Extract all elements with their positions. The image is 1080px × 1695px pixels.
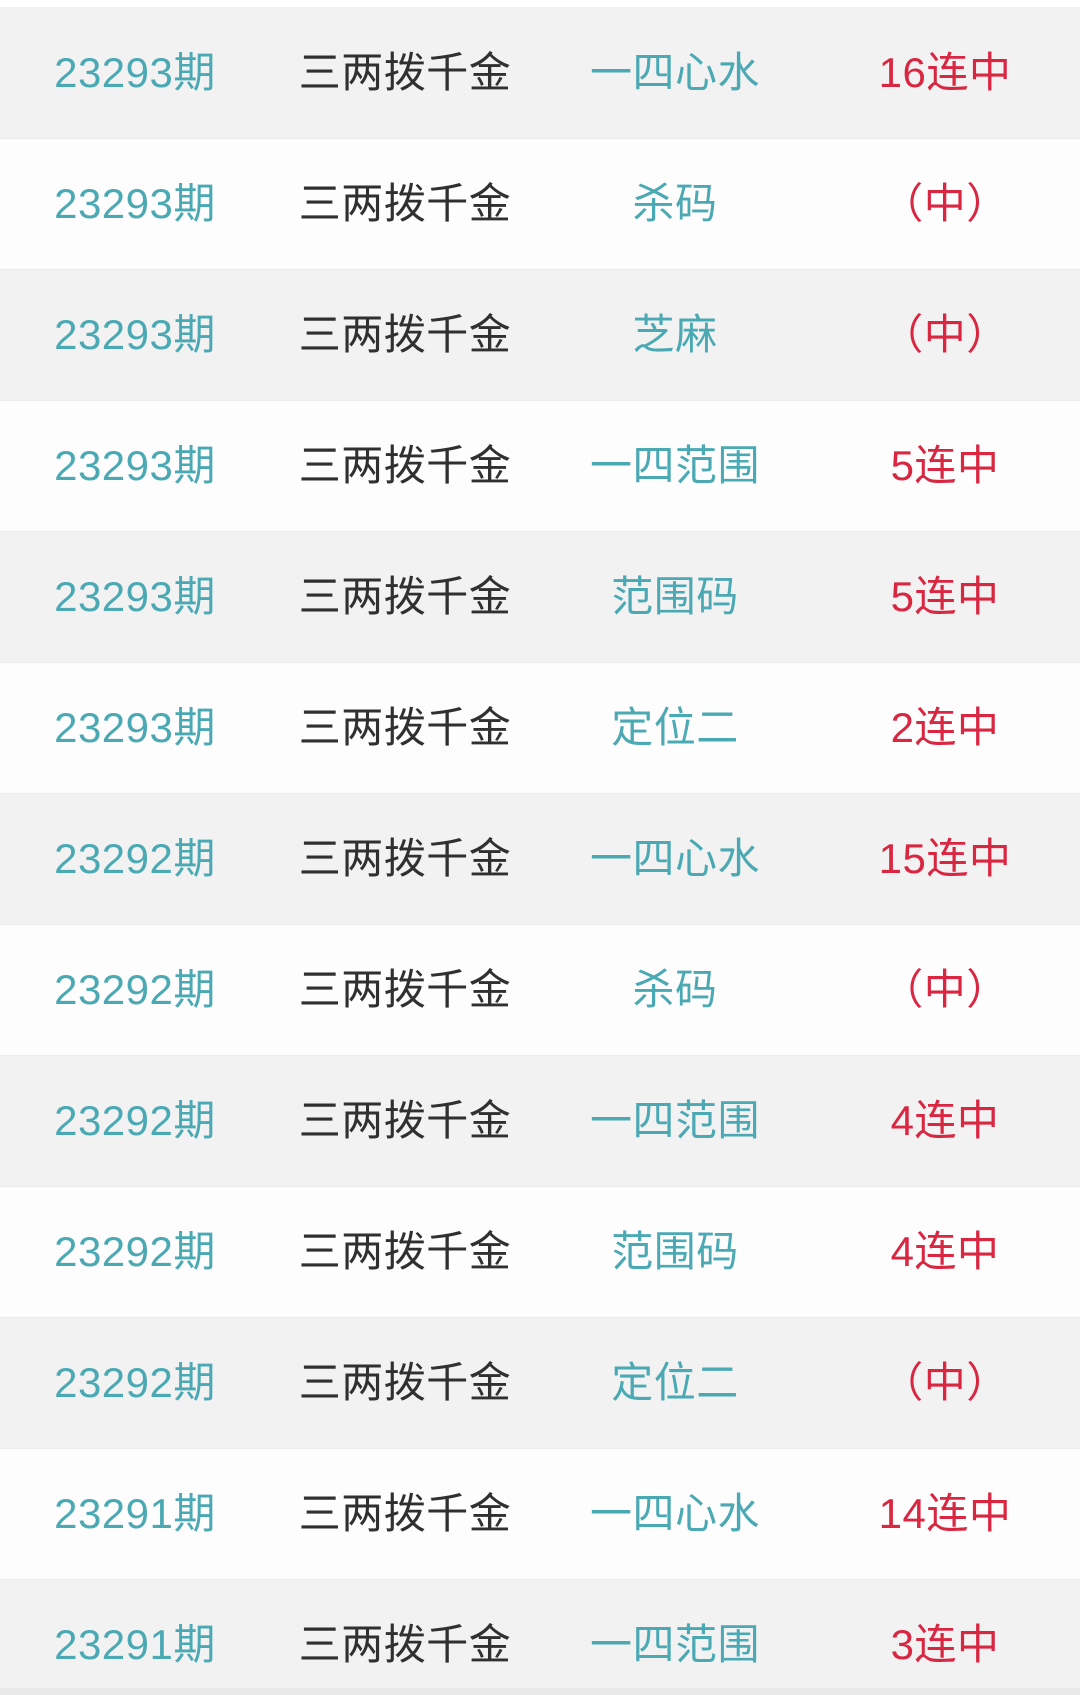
result-cell: 2连中 [890, 704, 1000, 751]
period-cell: 23293期 [54, 704, 216, 751]
table-row[interactable]: 23291期 三两拨千金 一四范围 3连中 [0, 1579, 1080, 1695]
table-row[interactable]: 23293期 三两拨千金 杀码 （中） [0, 138, 1080, 269]
play-type-cell: 定位二 [611, 1359, 739, 1406]
play-type-cell: 一四范围 [589, 1097, 760, 1144]
table-row[interactable]: 23292期 三两拨千金 一四心水 15连中 [0, 793, 1080, 924]
result-cell: 14连中 [878, 1490, 1012, 1537]
tipster-name-cell: 三两拨千金 [298, 1490, 512, 1537]
result-cell: 16连中 [878, 48, 1012, 96]
result-cell: （中） [881, 966, 1009, 1013]
tipster-name-cell: 三两拨千金 [298, 704, 512, 751]
tipster-name-cell: 三两拨千金 [298, 442, 512, 489]
period-cell: 23291期 [54, 1621, 216, 1668]
play-type-cell: 范围码 [611, 573, 739, 620]
play-type-cell: 范围码 [611, 1228, 739, 1275]
period-cell: 23293期 [54, 573, 216, 620]
play-type-cell: 一四范围 [589, 1621, 760, 1668]
table-row[interactable]: 23292期 三两拨千金 杀码 （中） [0, 924, 1080, 1055]
period-cell: 23293期 [54, 180, 216, 227]
table-row[interactable]: 23292期 三两拨千金 定位二 （中） [0, 1317, 1080, 1448]
play-type-cell: 杀码 [632, 966, 718, 1013]
period-cell: 23292期 [54, 835, 216, 882]
table-row[interactable]: 23291期 三两拨千金 一四心水 14连中 [0, 1448, 1080, 1579]
result-cell: 5连中 [890, 573, 1000, 620]
play-type-cell: 一四心水 [589, 48, 760, 96]
result-cell: 5连中 [890, 442, 1000, 489]
tipster-name-cell: 三两拨千金 [298, 835, 512, 882]
tipster-name-cell: 三两拨千金 [298, 573, 512, 620]
period-cell: 23291期 [54, 1490, 216, 1537]
tipster-name-cell: 三两拨千金 [298, 311, 512, 358]
table-row[interactable]: 23293期 三两拨千金 一四范围 5连中 [0, 400, 1080, 531]
result-cell: 3连中 [890, 1621, 1000, 1668]
period-cell: 23293期 [54, 311, 216, 358]
result-cell: （中） [881, 180, 1009, 227]
tipster-name-cell: 三两拨千金 [298, 966, 512, 1013]
period-cell: 23292期 [54, 1097, 216, 1144]
play-type-cell: 定位二 [611, 704, 739, 751]
table-row[interactable]: 23293期 三两拨千金 定位二 2连中 [0, 662, 1080, 793]
play-type-cell: 芝麻 [632, 311, 718, 358]
play-type-cell: 一四心水 [589, 835, 760, 882]
play-type-cell: 一四心水 [589, 1490, 760, 1537]
play-type-cell: 杀码 [632, 180, 718, 227]
table-row[interactable]: 23292期 三两拨千金 一四范围 4连中 [0, 1055, 1080, 1186]
period-cell: 23292期 [54, 966, 216, 1013]
table-row[interactable]: 23292期 三两拨千金 范围码 4连中 [0, 1186, 1080, 1317]
period-cell: 23292期 [54, 1359, 216, 1406]
period-cell: 23293期 [54, 48, 216, 96]
result-cell: 15连中 [878, 835, 1012, 882]
result-cell: （中） [881, 311, 1009, 358]
table-row[interactable]: 23293期 三两拨千金 范围码 5连中 [0, 531, 1080, 662]
period-cell: 23292期 [54, 1228, 216, 1275]
table-row[interactable]: 23293期 三两拨千金 芝麻 （中） [0, 269, 1080, 400]
tipster-name-cell: 三两拨千金 [298, 1228, 512, 1275]
table-row[interactable]: 23293期 三两拨千金 一四心水 16连中 [0, 7, 1080, 138]
result-cell: 4连中 [890, 1228, 1000, 1275]
tipster-name-cell: 三两拨千金 [298, 48, 512, 96]
bottom-divider [0, 1688, 1080, 1695]
period-cell: 23293期 [54, 442, 216, 489]
tipster-name-cell: 三两拨千金 [298, 1097, 512, 1144]
tipster-name-cell: 三两拨千金 [298, 1621, 512, 1668]
play-type-cell: 一四范围 [589, 442, 760, 489]
tipster-name-cell: 三两拨千金 [298, 180, 512, 227]
result-cell: 4连中 [890, 1097, 1000, 1144]
tipster-name-cell: 三两拨千金 [298, 1359, 512, 1406]
result-cell: （中） [881, 1359, 1009, 1406]
